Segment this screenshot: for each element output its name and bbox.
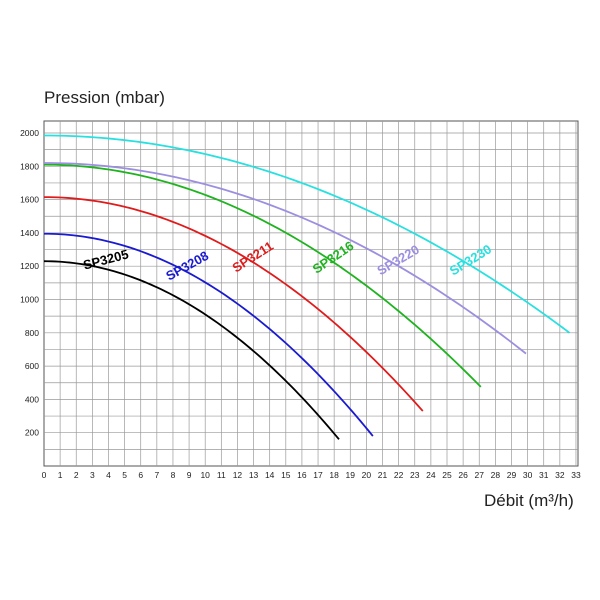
x-tick-label: 31	[539, 470, 549, 480]
series-label-sp3208: SP3208	[163, 248, 211, 284]
y-tick-label: 600	[25, 361, 39, 371]
x-tick-label: 1	[58, 470, 63, 480]
x-tick-label: 0	[42, 470, 47, 480]
y-tick-label: 1600	[20, 195, 39, 205]
chart-grid	[43, 120, 579, 467]
series-line-sp3220	[43, 162, 527, 355]
y-tick-label: 1400	[20, 228, 39, 238]
x-tick-label: 11	[217, 470, 226, 480]
x-tick-label: 3	[90, 470, 95, 480]
y-tick-label: 200	[25, 428, 39, 438]
x-tick-label: 19	[346, 470, 356, 480]
chart-series	[43, 134, 571, 440]
x-tick-label: 18	[329, 470, 339, 480]
x-tick-label: 22	[394, 470, 404, 480]
x-tick-label: 5	[122, 470, 127, 480]
series-line-sp3205	[43, 260, 340, 440]
x-tick-label: 9	[187, 470, 192, 480]
x-tick-label: 32	[555, 470, 565, 480]
y-tick-label: 1800	[20, 161, 39, 171]
x-tick-label: 17	[313, 470, 323, 480]
series-line-sp3216	[43, 163, 482, 388]
x-tick-label: 29	[507, 470, 517, 480]
x-tick-label: 8	[171, 470, 176, 480]
x-tick-label: 33	[571, 470, 581, 480]
x-tick-label: 25	[442, 470, 452, 480]
series-label-sp3211: SP3211	[230, 238, 276, 275]
series-label-sp3216: SP3216	[310, 238, 357, 277]
x-tick-label: 24	[426, 470, 436, 480]
series-label-sp3230: SP3230	[447, 241, 494, 278]
plot-frame	[43, 120, 579, 467]
x-tick-label: 10	[200, 470, 210, 480]
x-tick-label: 26	[458, 470, 468, 480]
chart-series-labels: SP3205 SP3208 SP3211 SP3216 SP3220 SP3230	[82, 238, 495, 283]
series-line-sp3230	[43, 134, 571, 334]
y-tick-label: 2000	[20, 128, 39, 138]
y-tick-label: 800	[25, 328, 39, 338]
x-tick-label: 15	[281, 470, 291, 480]
x-tick-label: 27	[475, 470, 485, 480]
series-line-sp3211	[43, 196, 424, 412]
x-tick-label: 21	[378, 470, 388, 480]
y-tick-label: 400	[25, 394, 39, 404]
x-tick-label: 6	[138, 470, 143, 480]
x-tick-label: 12	[233, 470, 243, 480]
y-tick-label: 1000	[20, 295, 39, 305]
x-axis-title: Débit (m³/h)	[484, 491, 574, 510]
y-axis-title: Pression (mbar)	[44, 88, 165, 107]
x-tick-label: 13	[249, 470, 259, 480]
x-tick-label: 16	[297, 470, 307, 480]
x-tick-label: 30	[523, 470, 533, 480]
x-tick-label: 7	[154, 470, 159, 480]
chart-tick-labels: 0 1 2 3 4 5 6 7 8 9 10 11 12 13 14 15 16 17 18 19 20 21 22 23 24…	[20, 128, 581, 480]
x-tick-label: 2	[74, 470, 79, 480]
x-tick-label: 14	[265, 470, 275, 480]
x-tick-label: 28	[491, 470, 501, 480]
y-tick-label: 1200	[20, 261, 39, 271]
series-line-sp3208	[43, 232, 374, 437]
x-tick-label: 4	[106, 470, 111, 480]
x-tick-label: 23	[410, 470, 420, 480]
x-tick-label: 20	[362, 470, 372, 480]
